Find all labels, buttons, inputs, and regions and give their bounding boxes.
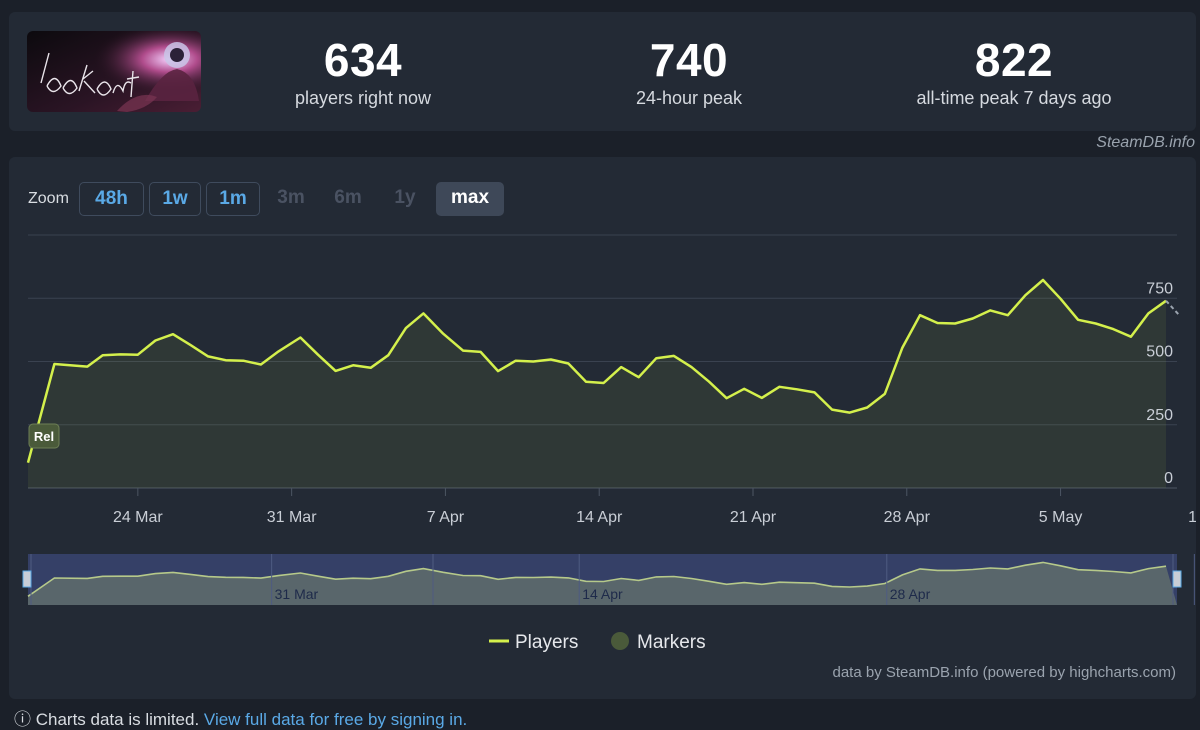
y-tick-label: 750: [1146, 280, 1173, 297]
game-art-icon: [27, 31, 201, 112]
x-tick-label: 24 Mar: [113, 509, 163, 526]
legend: Players Markers: [489, 632, 706, 653]
highcharts-credits[interactable]: data by SteamDB.info (powered by highcha…: [833, 664, 1177, 681]
chart-card: Zoom 48h 1w 1m 3m 6m 1y max 24 Mar 31 Mar 7 Apr 1…: [9, 157, 1196, 699]
release-flag: [28, 423, 60, 449]
x-tick-label: 14 Apr: [576, 509, 623, 526]
steamdb-credit[interactable]: SteamDB.info: [1096, 134, 1195, 151]
players-now-stat: 634 players right now: [203, 34, 523, 109]
zoom-label: Zoom: [28, 190, 69, 207]
navigator-tick-label: 14 Apr: [582, 586, 623, 602]
sign-in-link[interactable]: View full data for free by signing in.: [203, 710, 468, 729]
y-tick-label: 0: [1164, 470, 1173, 487]
legend-markers-label: Markers: [637, 632, 706, 653]
zoom-6m-button: 6m: [334, 187, 362, 208]
zoom-1y-button: 1y: [394, 187, 416, 208]
navigator-area: [28, 562, 1177, 605]
x-tick-label: 7 Apr: [427, 509, 465, 526]
players-now-label: players right now: [294, 88, 432, 108]
header-card: 634 players right now 740 24-hour peak 8…: [9, 12, 1196, 131]
navigator-tick-label: 31 Mar: [275, 586, 319, 602]
legend-players-label: Players: [515, 632, 578, 653]
navigator-mask: [28, 554, 1177, 605]
release-marker: Rel: [28, 423, 60, 449]
all-time-peak-label: all-time peak 7 days ago: [916, 88, 1112, 108]
footer-note: ⓘ Charts data is limited. View full data…: [14, 705, 467, 730]
game-logo-image[interactable]: [27, 31, 201, 112]
x-tick-label: 12 May: [1188, 509, 1196, 526]
legend-markers-swatch: [611, 632, 629, 650]
navigator-handle-left: [22, 570, 32, 588]
grid-lines: [28, 234, 1177, 489]
players-now-value: 634: [323, 34, 403, 86]
series-line: [26, 278, 1181, 464]
players-line-tail: [1165, 300, 1181, 317]
zoom-1w-button[interactable]: 1w: [149, 182, 201, 216]
player-count-chart[interactable]: 24 Mar 31 Mar 7 Apr 14 Apr 21 Apr 28 Apr 5 May…: [9, 157, 1196, 699]
x-tick-label: 21 Apr: [730, 509, 777, 526]
series-area: [28, 280, 1166, 488]
players-area: [28, 280, 1166, 488]
y-tick-label: 250: [1146, 407, 1173, 424]
zoom-max-button[interactable]: max: [436, 182, 504, 216]
zoom-1m-button[interactable]: 1m: [206, 182, 260, 216]
info-icon: ⓘ: [14, 710, 31, 729]
x-tick-label: 5 May: [1039, 509, 1083, 526]
day-peak-label: 24-hour peak: [635, 88, 743, 108]
day-peak-stat: 740 24-hour peak: [529, 34, 849, 109]
x-axis: 24 Mar 31 Mar 7 Apr 14 Apr 21 Apr 28 Apr 5 May…: [113, 488, 1196, 526]
y-axis: 0 250 500 750: [1146, 280, 1173, 487]
footer-text: Charts data is limited.: [35, 710, 200, 729]
all-time-peak-stat: 822 all-time peak 7 days ago: [854, 34, 1174, 109]
zoom-48h-button[interactable]: 48h: [79, 182, 144, 216]
navigator-tick-label: 28 Apr: [890, 586, 931, 602]
day-peak-value: 740: [649, 34, 729, 86]
navigator-handle-right: [1172, 570, 1182, 588]
x-tick-label: 28 Apr: [884, 509, 931, 526]
navigator-line: [27, 561, 1167, 597]
release-flag-label: Rel: [34, 429, 54, 444]
all-time-peak-value: 822: [974, 34, 1054, 86]
players-line: [26, 278, 1167, 464]
x-tick-label: 31 Mar: [267, 509, 317, 526]
y-tick-label: 500: [1146, 344, 1173, 361]
zoom-3m-button: 3m: [277, 187, 305, 208]
